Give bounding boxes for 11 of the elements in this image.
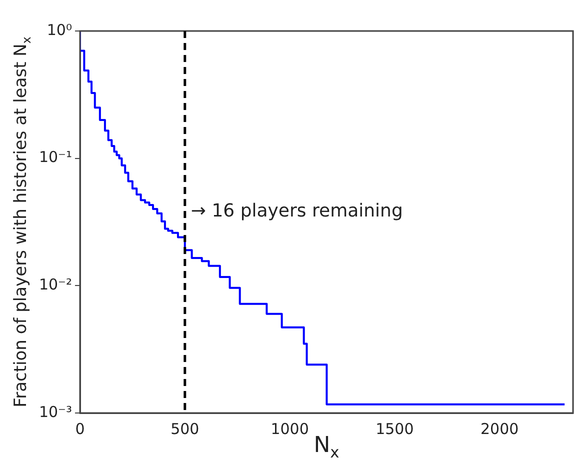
y-tick-label: 10⁰: [46, 20, 72, 39]
y-axis-title: Fraction of players with histories at least Nx: [11, 36, 34, 408]
x-tick-label: 1000: [270, 420, 309, 438]
y-tick-label: 10⁻³: [38, 402, 72, 421]
x-tick-label: 0: [75, 420, 85, 438]
x-tick-label: 1500: [376, 420, 414, 438]
y-tick-label: 10⁻²: [38, 276, 72, 294]
y-tick-label: 10⁻¹: [38, 148, 72, 166]
x-tick-label: 500: [170, 420, 200, 438]
annotation: → 16 players remaining: [190, 200, 403, 222]
x-tick-label: 2000: [480, 420, 519, 438]
